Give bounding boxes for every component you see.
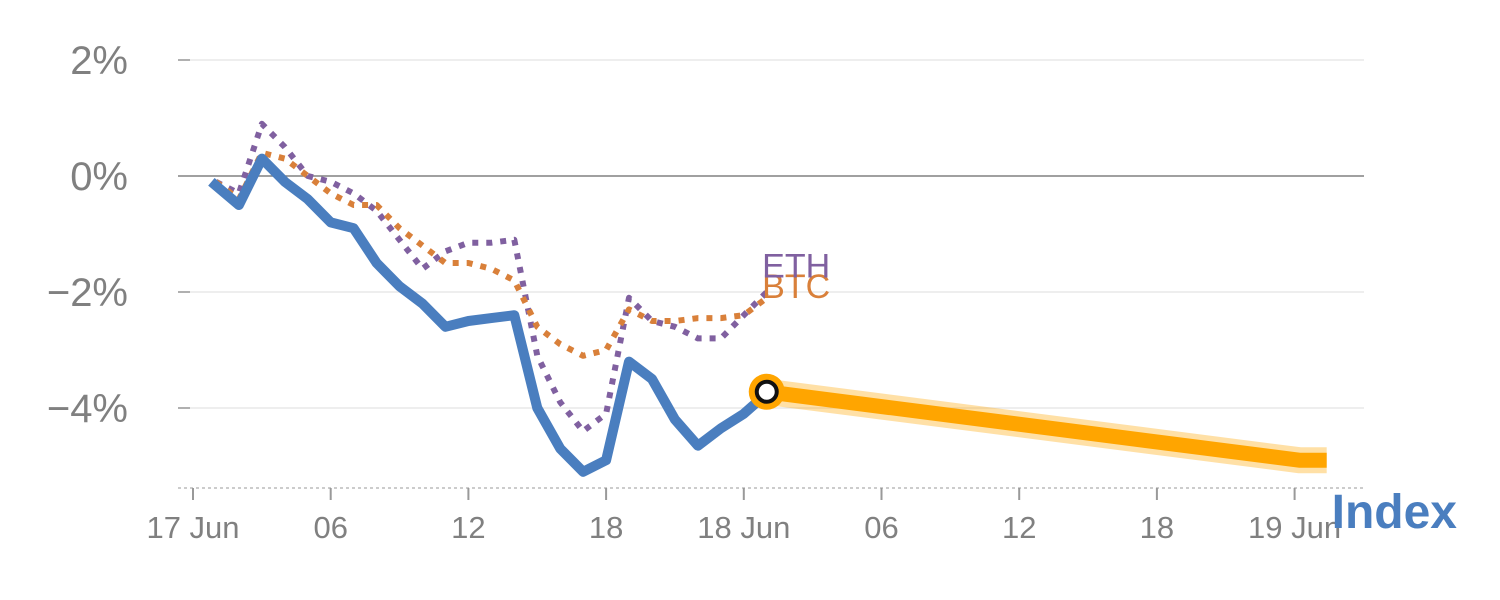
series-label-eth: ETH [762,248,830,286]
x-tick-label: 18 Jun [697,510,790,545]
projection-line [765,384,1327,468]
series-line-btc [214,149,769,359]
series-layer [208,120,1327,477]
x-tick-label: 17 Jun [146,510,239,545]
series-line-index [208,153,771,477]
x-tick-label: 19 Jun [1248,510,1341,545]
y-axis: 2% 0% −2% −4% [47,39,190,431]
y-tick-label: −4% [47,387,128,431]
x-tick-label: 06 [313,510,347,545]
x-tick-label: 06 [864,510,898,545]
series-line-eth [214,120,769,435]
y-tick-label: 2% [70,39,128,83]
x-tick-label: 12 [451,510,485,545]
series-label-index: Index [1332,486,1458,539]
y-tick-label: −2% [47,271,128,315]
x-tick-label: 12 [1002,510,1036,545]
y-tick-label: 0% [70,155,128,199]
x-axis: 17 Jun 06 12 18 18 Jun 06 12 18 19 Jun [146,488,1341,545]
x-tick-label: 18 [1140,510,1174,545]
current-point-center [754,379,779,404]
x-tick-label: 18 [589,510,623,545]
series-label-btc: BTC [762,268,830,306]
